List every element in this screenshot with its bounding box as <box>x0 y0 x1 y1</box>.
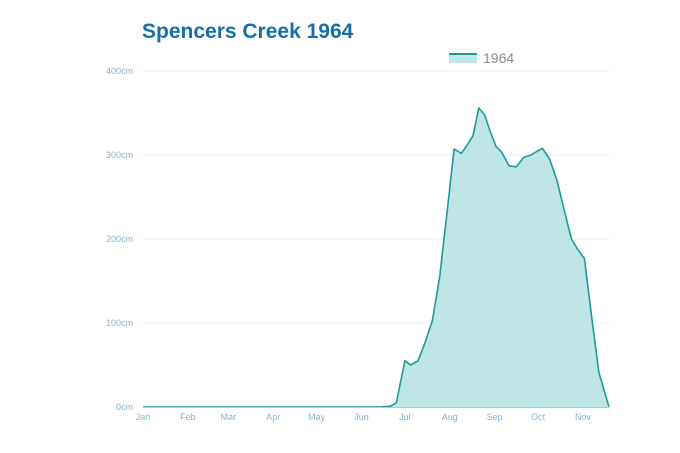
x-tick-label: Mar <box>221 412 237 422</box>
legend-swatch <box>449 53 477 63</box>
y-tick-label: 0cm <box>116 402 133 412</box>
chart-title: Spencers Creek 1964 <box>142 20 354 43</box>
x-tick-label: May <box>308 412 326 422</box>
x-tick-label: Sep <box>487 412 503 422</box>
legend-label-1964: 1964 <box>483 50 515 66</box>
y-tick-label: 200cm <box>106 234 133 244</box>
x-tick-label: Jul <box>399 412 411 422</box>
x-tick-label: Feb <box>180 412 196 422</box>
legend[interactable]: 1964 <box>449 50 514 66</box>
x-tick-label: Jun <box>354 412 369 422</box>
y-tick-label: 100cm <box>106 318 133 328</box>
series-1964-area <box>143 108 609 407</box>
x-tick-label: Jan <box>136 412 151 422</box>
x-tick-label: Aug <box>442 412 458 422</box>
series-1964-line <box>143 107 610 408</box>
x-tick-label: Apr <box>266 412 280 422</box>
y-tick-label: 400cm <box>106 66 133 76</box>
x-tick-label: Nov <box>575 412 592 422</box>
y-tick-label: 300cm <box>106 150 133 160</box>
x-tick-label: Oct <box>531 412 546 422</box>
